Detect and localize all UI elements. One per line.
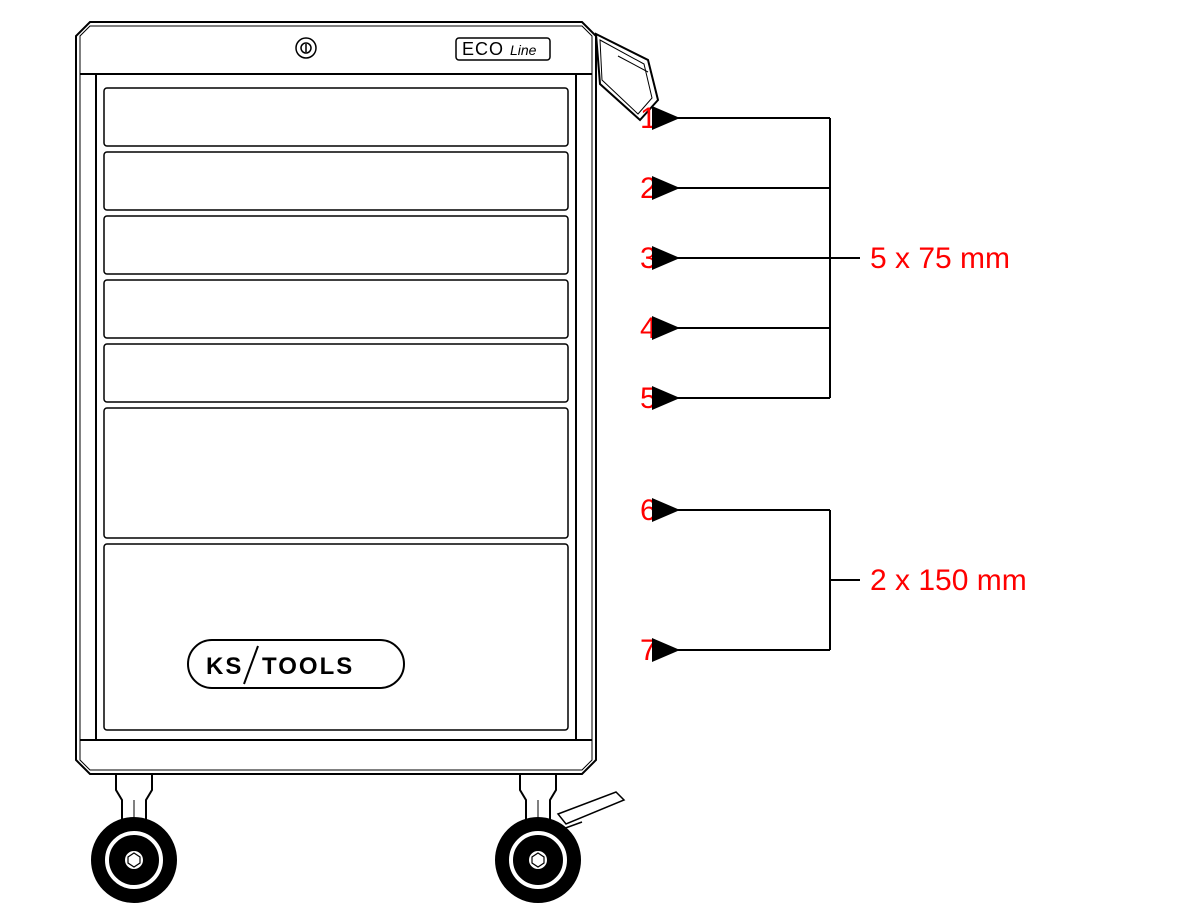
wheel-left [92, 774, 176, 902]
lock-icon [296, 38, 316, 58]
wheel-right [496, 774, 624, 902]
brake-lever [558, 792, 624, 824]
eco-badge: ECO Line [456, 38, 550, 60]
drawer-4 [104, 280, 568, 338]
diagram-canvas: ECO Line KS TOOLS [0, 0, 1200, 910]
num-7: 7 [640, 634, 657, 667]
eco-badge-subtext: Line [510, 42, 537, 58]
drawer-6 [104, 408, 568, 538]
num-3: 3 [640, 242, 657, 275]
drawer-7 [104, 544, 568, 730]
num-5: 5 [640, 382, 657, 415]
logo-right: TOOLS [262, 653, 354, 680]
drawers [104, 88, 568, 730]
num-4: 4 [640, 312, 657, 345]
dim-group2: 2 x 150 mm [870, 564, 1027, 597]
logo-left: KS [206, 653, 243, 680]
num-2: 2 [640, 172, 657, 205]
callout-arrows-group2 [676, 510, 860, 650]
brand-logo: KS TOOLS [188, 640, 404, 688]
drawer-2 [104, 152, 568, 210]
num-6: 6 [640, 494, 657, 527]
drawer-3 [104, 216, 568, 274]
eco-badge-text: ECO [462, 39, 504, 59]
dim-group1: 5 x 75 mm [870, 242, 1010, 275]
callout-arrows-group1 [676, 118, 860, 398]
callout-numbers: 1 2 3 4 5 6 7 [640, 102, 657, 667]
drawer-1 [104, 88, 568, 146]
drawer-5 [104, 344, 568, 402]
num-1: 1 [640, 102, 657, 135]
